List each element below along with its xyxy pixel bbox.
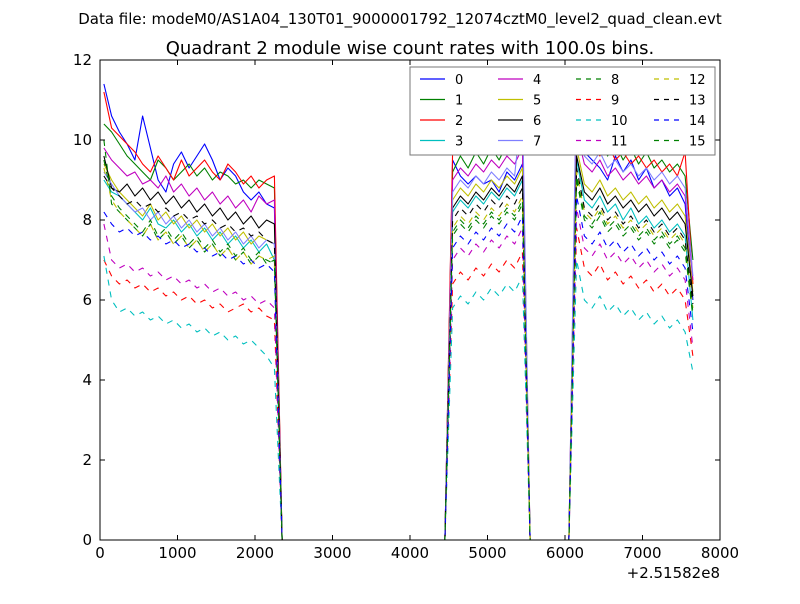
series-line-6	[103, 155, 694, 540]
legend-label-5: 5	[533, 94, 541, 109]
legend-label-0: 0	[455, 73, 463, 88]
series-line-11	[103, 207, 694, 540]
legend-label-10: 10	[611, 114, 628, 129]
series-line-9	[103, 227, 694, 540]
series-line-7	[103, 67, 694, 540]
series-line-10	[103, 255, 694, 540]
series-line-14	[103, 195, 694, 540]
x-tick-label: 1000	[158, 544, 196, 562]
legend-label-12: 12	[689, 73, 706, 88]
series-line-3	[103, 159, 694, 540]
legend-frame	[409, 66, 716, 156]
x-tick-label: 4000	[391, 544, 429, 562]
x-tick-label: 7000	[623, 544, 661, 562]
y-tick-label: 12	[73, 51, 92, 69]
legend-label-3: 3	[455, 135, 463, 150]
x-tick-label: 0	[95, 544, 105, 562]
chart-suptitle: Data file: modeM0/AS1A04_130T01_90000017…	[78, 10, 722, 29]
series-line-4	[103, 131, 694, 540]
series-line-15	[103, 159, 694, 540]
y-tick-label: 8	[82, 211, 92, 229]
series-line-0	[103, 83, 694, 540]
x-tick-label: 6000	[546, 544, 584, 562]
chart-title: Quadrant 2 module wise count rates with …	[166, 38, 655, 59]
legend-label-7: 7	[533, 135, 541, 150]
x-tick-label: 8000	[701, 544, 739, 562]
legend-label-14: 14	[689, 114, 706, 129]
legend-label-6: 6	[533, 114, 541, 129]
x-tick-label: 3000	[313, 544, 351, 562]
y-tick-label: 6	[82, 291, 92, 309]
legend-label-9: 9	[611, 94, 619, 109]
legend-label-11: 11	[611, 135, 628, 150]
y-tick-label: 4	[82, 371, 92, 389]
legend-label-15: 15	[689, 135, 706, 150]
x-tick-label: 2000	[236, 544, 274, 562]
legend-label-13: 13	[689, 94, 706, 109]
series-line-12	[103, 167, 694, 540]
series-lines	[103, 67, 694, 540]
y-tick-label: 2	[82, 451, 92, 469]
legend-label-8: 8	[611, 73, 619, 88]
legend-label-4: 4	[533, 73, 541, 88]
legend-label-2: 2	[455, 114, 463, 129]
x-offset-label: +2.51582e8	[627, 564, 720, 582]
legend-label-1: 1	[455, 94, 463, 109]
series-line-5	[103, 147, 694, 540]
y-tick-label: 10	[73, 131, 92, 149]
x-tick-label: 5000	[468, 544, 506, 562]
y-tick-label: 0	[82, 531, 92, 549]
